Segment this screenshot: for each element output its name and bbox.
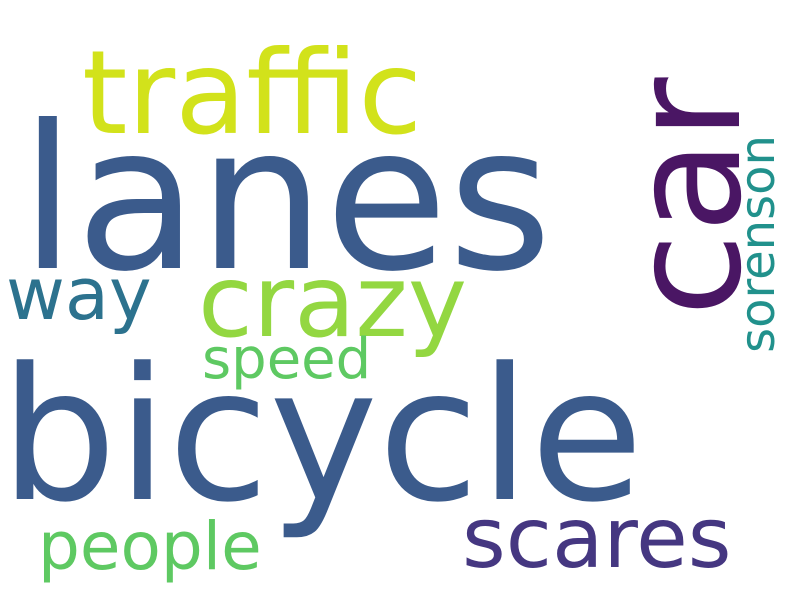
word-people: people	[38, 508, 262, 585]
word-car: car	[598, 77, 775, 317]
word-bicycle: bicycle	[0, 329, 644, 543]
word-speed: speed	[202, 327, 372, 392]
word-way: way	[6, 252, 152, 336]
word-lanes: lanes	[20, 83, 553, 316]
word-sorenson: sorenson	[730, 135, 786, 353]
word-crazy: crazy	[198, 243, 468, 360]
word-traffic: traffic	[82, 26, 423, 161]
word-scares: scares	[462, 489, 732, 587]
